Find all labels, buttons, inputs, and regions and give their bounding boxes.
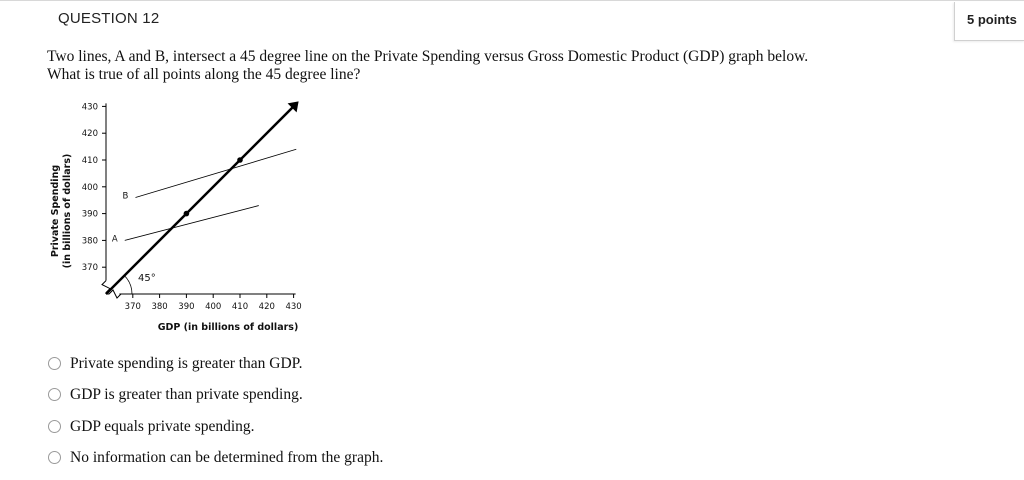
arrowhead (287, 101, 299, 113)
line-b (135, 148, 297, 198)
y-tick-label: 390 (82, 210, 98, 220)
angle-label: 45° (138, 273, 156, 284)
radio-button[interactable] (48, 420, 61, 433)
option-label[interactable]: GDP equals private spending. (70, 418, 255, 435)
line-a (124, 205, 259, 241)
x-tick-label: 420 (259, 302, 275, 312)
spending-gdp-chart: 430 420 410 400 390 380 370 370 380 390 400 410 420 4… (50, 101, 302, 333)
forty-five-degree-line (105, 105, 295, 295)
y-axis-label-line1: Private Spending (50, 165, 61, 257)
angle-arc (124, 275, 133, 295)
option-label[interactable]: GDP is greater than private spending. (70, 386, 303, 403)
intersection-point (237, 157, 243, 163)
y-tick-label: 410 (82, 156, 98, 166)
points-label: 5 points (967, 12, 1017, 27)
prompt-line-1: Two lines, A and B, intersect a 45 degre… (47, 48, 809, 65)
y-tick-label: 380 (82, 236, 98, 246)
points-badge: 5 points (954, 2, 1024, 41)
question-header: QUESTION 12 (0, 0, 1024, 41)
x-tick-label: 400 (205, 302, 221, 312)
y-tick-label: 420 (82, 129, 98, 139)
x-tick-label: 430 (285, 302, 301, 312)
radio-button[interactable] (48, 357, 61, 370)
y-tick-label: 430 (82, 102, 98, 112)
x-tick-label: 380 (151, 302, 167, 312)
question-prompt: Two lines, A and B, intersect a 45 degre… (47, 48, 947, 84)
series-label-a: A (112, 234, 118, 244)
y-tick-label: 400 (82, 183, 98, 193)
x-tick-label: 370 (125, 302, 141, 312)
question-title: QUESTION 12 (58, 10, 160, 27)
y-tick-label: 370 (82, 263, 98, 273)
x-axis-label: GDP (in billions of dollars) (158, 322, 299, 333)
series-label-b: B (123, 192, 129, 202)
x-axis-break (106, 289, 122, 299)
intersection-point (183, 210, 190, 217)
option-label[interactable]: No information can be determined from th… (70, 449, 384, 466)
radio-button[interactable] (48, 451, 61, 464)
x-tick-label: 410 (232, 302, 248, 312)
prompt-line-2: What is true of all points along the 45 … (47, 66, 361, 83)
option-label[interactable]: Private spending is greater than GDP. (70, 355, 303, 372)
radio-button[interactable] (48, 388, 61, 401)
x-tick-label: 390 (178, 302, 194, 312)
y-axis-label-line2: (in billions of dollars) (62, 154, 73, 269)
